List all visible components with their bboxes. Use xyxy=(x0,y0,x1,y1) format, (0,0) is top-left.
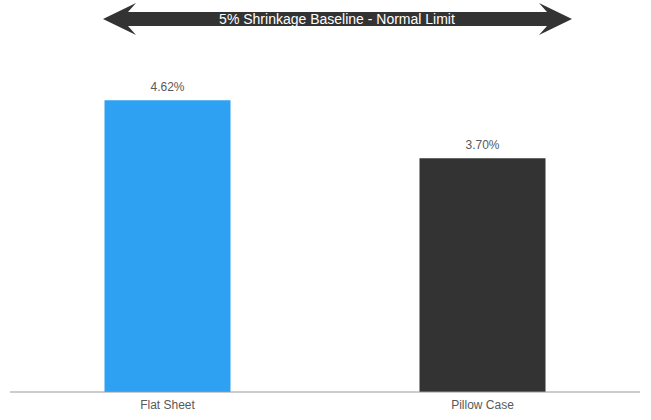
svg-text:5% Shrinkage Baseline - Normal: 5% Shrinkage Baseline - Normal Limit xyxy=(219,11,455,27)
svg-text:Flat Sheet: Flat Sheet xyxy=(140,398,195,412)
svg-text:Pillow Case: Pillow Case xyxy=(451,398,514,412)
svg-text:4.62%: 4.62% xyxy=(150,80,184,94)
svg-text:3.70%: 3.70% xyxy=(465,138,499,152)
